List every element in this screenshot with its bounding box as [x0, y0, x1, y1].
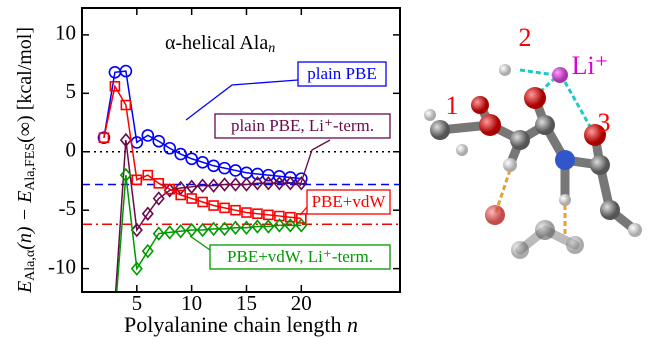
marker: [110, 309, 120, 321]
title-text: α-helical Ala: [165, 32, 268, 54]
y-tick-label: 5: [66, 79, 77, 103]
x-axis-label: Polyalanine chain length n: [124, 312, 358, 337]
legend-label: PBE+vdW: [312, 192, 387, 211]
molecule-label: 3: [598, 108, 611, 137]
y-tick-label: 10: [55, 21, 76, 45]
x-label-text: Polyalanine chain length: [124, 312, 347, 337]
legend-label: plain PBE, Li⁺-term.: [231, 116, 374, 135]
y-label-text: (n) − E: [14, 191, 36, 250]
leader-line: [190, 236, 210, 250]
y-label-sub: Ala,α: [23, 249, 38, 281]
y-label-text: E: [14, 281, 36, 294]
chart-title: α-helical Alan: [165, 32, 275, 57]
y-tick-label: -10: [48, 254, 76, 278]
molecule-label: 1: [446, 91, 459, 120]
molecule-label: 2: [519, 23, 532, 52]
y-axis-label: EAla,α(n) − EAla,FES(∞) [kcal/mol]: [14, 27, 39, 294]
title-sub: n: [268, 41, 275, 56]
legend-label: plain PBE: [307, 64, 376, 83]
y-tick-label: 0: [66, 138, 77, 162]
figure: -10-505105101520α-helical AlanPolyalanin…: [0, 0, 659, 339]
marker: [110, 298, 120, 310]
legend-label: PBE+vdW, Li⁺-term.: [227, 247, 373, 266]
y-tick-label: -5: [59, 196, 77, 220]
molecule-label: Li⁺: [572, 51, 609, 80]
y-label-sub: Ala,FES: [23, 143, 38, 191]
leader-line: [300, 140, 330, 186]
x-label-italic: n: [347, 312, 358, 337]
y-label-text: (∞) [kcal/mol]: [14, 27, 36, 143]
